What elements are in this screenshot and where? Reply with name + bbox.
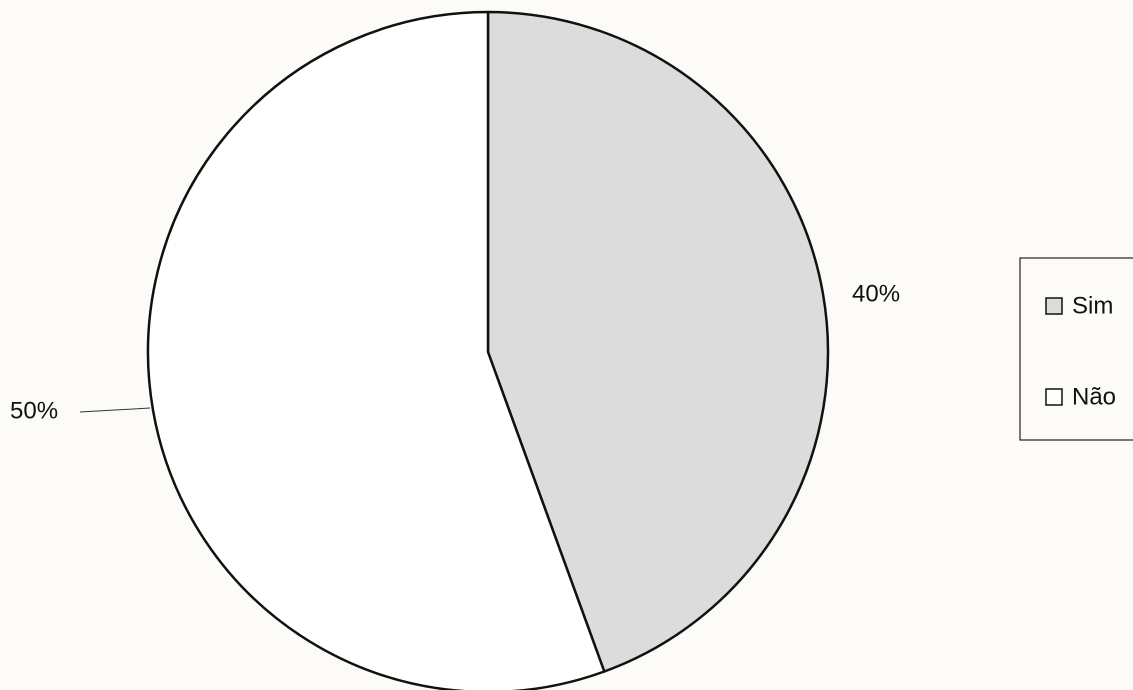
pie-slice <box>146 10 606 690</box>
legend-label: Sim <box>1072 292 1113 319</box>
leader-line <box>79 407 151 413</box>
legend-swatch <box>1045 388 1063 406</box>
legend-box <box>1019 257 1133 441</box>
legend-swatch <box>1045 297 1063 315</box>
data-label: 50% <box>10 397 58 424</box>
legend-label: Não <box>1072 383 1116 410</box>
data-label: 40% <box>852 280 900 307</box>
pie-slice <box>486 10 830 673</box>
